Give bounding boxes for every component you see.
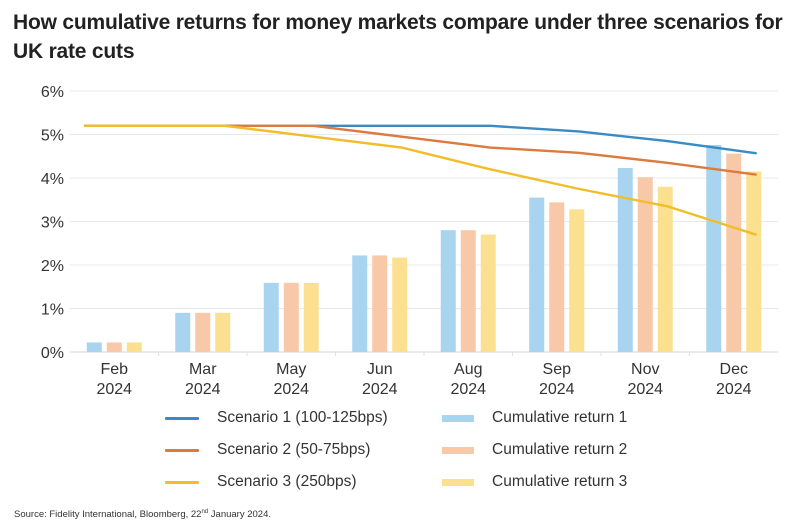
- bar-2: [195, 312, 211, 352]
- line-series: [83, 124, 757, 236]
- bar-3: [303, 282, 319, 352]
- legend-item-cumulative-2: Cumulative return 2: [442, 440, 627, 460]
- bar-2: [549, 202, 565, 352]
- y-axis-ticks: 0% 1% 2% 3% 4% 5% 6%: [41, 84, 64, 362]
- bar-2: [460, 230, 476, 352]
- x-tick-label-month: Aug: [454, 361, 482, 378]
- legend-bar-swatch: [442, 446, 474, 454]
- chart-canvas: 0% 1% 2% 3% 4% 5% 6% Feb 2024 Mar 2024 May 2024 Jun 2…: [41, 84, 778, 398]
- legend-label: Scenario 3 (250bps): [217, 473, 357, 490]
- legend-bar-swatch: [442, 478, 474, 486]
- legend-label: Cumulative return 1: [492, 409, 628, 426]
- x-tick-label-month: May: [276, 361, 306, 378]
- bar-3: [657, 186, 673, 352]
- bar-1: [440, 230, 456, 352]
- y-tick-label: 5%: [41, 128, 64, 145]
- x-tick-label-month: Sep: [543, 361, 572, 378]
- x-tick-label-year: 2024: [96, 381, 132, 398]
- x-axis-ticks: Feb 2024 Mar 2024 May 2024 Jun 2024 Aug 2024 Sep 20…: [96, 361, 751, 398]
- x-tick-label-month: Nov: [631, 361, 659, 378]
- x-tick-label-year: 2024: [362, 381, 398, 398]
- y-tick-label: 4%: [41, 171, 64, 188]
- bar-1: [529, 197, 545, 352]
- legend-item-scenario-3: Scenario 3 (250bps): [165, 472, 357, 492]
- bar-1: [352, 255, 368, 352]
- y-tick-label: 2%: [41, 258, 64, 275]
- bar-3: [746, 171, 762, 352]
- bar-3: [569, 209, 585, 352]
- y-tick-label: 0%: [41, 345, 64, 362]
- legend-item-scenario-2: Scenario 2 (50-75bps): [165, 440, 370, 460]
- bar-2: [106, 342, 122, 352]
- bar-1: [706, 144, 722, 352]
- legend-label: Cumulative return 3: [492, 473, 628, 490]
- y-tick-label: 1%: [41, 302, 64, 319]
- y-tick-label: 6%: [41, 84, 64, 101]
- legend-line-swatch: [165, 448, 199, 452]
- bar-3: [126, 342, 142, 352]
- y-tick-label: 3%: [41, 215, 64, 232]
- legend-item-cumulative-1: Cumulative return 1: [442, 408, 627, 428]
- bar-3: [480, 234, 496, 352]
- bar-2: [372, 255, 388, 352]
- legend-label: Scenario 2 (50-75bps): [217, 441, 371, 458]
- bar-1: [263, 282, 279, 352]
- x-tick-label-year: 2024: [627, 381, 663, 398]
- source-ordinal: nd: [201, 509, 209, 515]
- bar-1: [175, 312, 191, 352]
- x-tick-label-year: 2024: [273, 381, 309, 398]
- x-tick-label-year: 2024: [539, 381, 575, 398]
- x-tick-label-month: Mar: [189, 361, 217, 378]
- x-tick-label-month: Jun: [367, 361, 393, 378]
- source-note: Source: Fidelity International, Bloomber…: [14, 509, 271, 520]
- bar-series: [86, 144, 762, 352]
- x-tick-label-year: 2024: [716, 381, 752, 398]
- bar-3: [215, 312, 231, 352]
- line-scenario-3: [83, 124, 757, 236]
- legend-line-swatch: [165, 416, 199, 420]
- bar-2: [637, 177, 653, 352]
- bar-1: [617, 167, 633, 352]
- legend-bar-swatch: [442, 414, 474, 422]
- line-scenario-2: [83, 124, 757, 176]
- chart-title: How cumulative returns for money markets…: [13, 11, 783, 63]
- legend-label: Scenario 1 (100-125bps): [217, 409, 388, 426]
- x-tick-label-month: Dec: [720, 361, 748, 378]
- legend-line-swatch: [165, 480, 199, 484]
- bar-2: [726, 153, 742, 352]
- bar-1: [86, 342, 102, 352]
- legend-item-cumulative-3: Cumulative return 3: [442, 472, 627, 492]
- legend-label: Cumulative return 2: [492, 441, 628, 458]
- source-text: Source: Fidelity International, Bloomber…: [14, 509, 202, 521]
- x-tick-label-year: 2024: [185, 381, 221, 398]
- source-date: January 2024.: [208, 509, 272, 521]
- legend-item-scenario-1: Scenario 1 (100-125bps): [165, 408, 388, 428]
- x-tick-label-year: 2024: [450, 381, 486, 398]
- bar-2: [283, 282, 299, 352]
- x-tick-label-month: Feb: [100, 361, 128, 378]
- bar-3: [392, 257, 408, 352]
